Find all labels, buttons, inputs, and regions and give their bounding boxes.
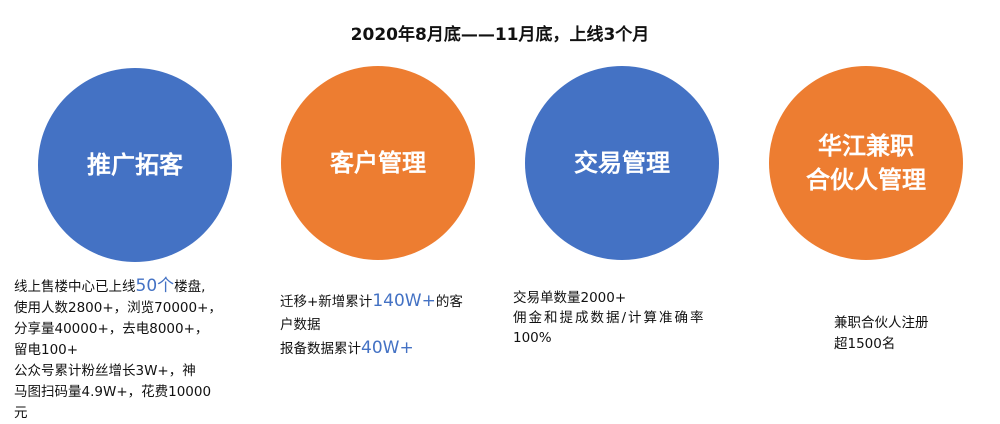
desc-text: 公众号累计粉丝增长3W+，神: [14, 363, 196, 379]
node-customer-management: 客户管理: [281, 66, 475, 260]
desc-text: 兼职合伙人注册: [834, 315, 929, 331]
desc-partner-management: 兼职合伙人注册 超1500名: [834, 313, 929, 355]
desc-text: 的客: [435, 294, 463, 310]
desc-text: 户数据: [280, 317, 321, 333]
node-label: 华江兼职 合伙人管理: [806, 129, 926, 197]
node-promotion: 推广拓客: [38, 68, 232, 262]
desc-text: 元: [14, 405, 28, 421]
node-label: 交易管理: [574, 149, 670, 177]
desc-transaction-management: 交易单数量2000+ 佣金和提成数据/计算准确率 100%: [513, 288, 706, 348]
node-label: 客户管理: [330, 149, 426, 177]
node-transaction-management: 交易管理: [525, 66, 719, 260]
desc-promotion: 线上售楼中心已上线50个楼盘, 使用人数2800+，浏览70000+， 分享量4…: [14, 276, 222, 424]
desc-text: 楼盘,: [174, 279, 206, 295]
desc-text: 马图扫码量4.9W+，花费10000: [14, 384, 212, 400]
node-label-line: 合伙人管理: [806, 166, 926, 194]
node-partner-management: 华江兼职 合伙人管理: [769, 66, 963, 260]
node-label-line: 华江兼职: [818, 132, 914, 160]
desc-text: 线上售楼中心已上线: [14, 279, 136, 295]
desc-highlight: 40W+: [361, 338, 414, 358]
desc-highlight: 140W+: [372, 291, 436, 311]
desc-text: 报备数据累计: [280, 341, 361, 357]
node-label: 推广拓客: [87, 151, 183, 179]
desc-text: 分享量40000+，去电8000+，: [14, 321, 209, 337]
desc-text: 交易单数量2000+: [513, 290, 627, 306]
desc-customer-management: 迁移+新增累计140W+的客 户数据 报备数据累计40W+: [280, 290, 463, 361]
desc-text: 使用人数2800+，浏览70000+，: [14, 300, 222, 316]
desc-text: 100%: [513, 330, 552, 346]
desc-text: 迁移+新增累计: [280, 294, 373, 310]
page-title: 2020年8月底——11月底，上线3个月: [350, 25, 650, 45]
desc-highlight: 50个: [135, 276, 175, 296]
desc-text: 留电100+: [14, 342, 79, 358]
desc-text: 超1500名: [834, 336, 896, 352]
desc-text: 佣金和提成数据/计算准确率: [513, 310, 706, 326]
